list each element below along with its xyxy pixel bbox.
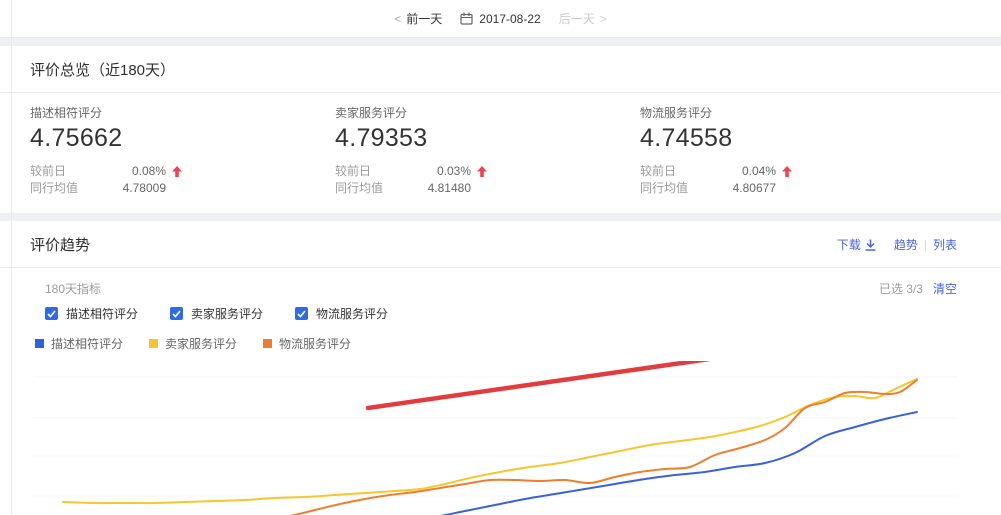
metrics-row: 描述相符评分 4.75662 较前日 0.08% 同行均值 4.78009 卖家… (0, 93, 1001, 213)
trend-controls: 180天指标 已选 3/3 清空 描述相符评分 卖家服务评分 (0, 268, 1001, 322)
metric-peer-row: 同行均值 4.78009 (30, 180, 335, 197)
peer-label: 同行均值 (30, 181, 79, 195)
trend-line-chart[interactable] (0, 341, 1001, 515)
chart-legend: 描述相符评分 卖家服务评分 物流服务评分 (35, 335, 1001, 352)
checkbox-label: 物流服务评分 (316, 307, 389, 321)
checkbox-item-service[interactable]: 卖家服务评分 (170, 305, 263, 322)
next-day-button[interactable]: 后一天 > (559, 10, 607, 27)
view-switch: 趋势 | 列表 (894, 236, 957, 253)
metric-card-logistics: 物流服务评分 4.74558 较前日 0.04% 同行均值 4.80677 (640, 105, 945, 197)
peer-label: 同行均值 (335, 181, 384, 195)
metric-vs-prev-row: 较前日 0.03% (335, 163, 640, 180)
metric-card-service: 卖家服务评分 4.79353 较前日 0.03% 同行均值 4.81480 (335, 105, 640, 197)
checkbox-checked-icon (45, 307, 58, 320)
legend-item-service[interactable]: 卖家服务评分 (149, 335, 237, 352)
checkbox-checked-icon (295, 307, 309, 320)
metric-label: 卖家服务评分 (335, 106, 408, 120)
metric-label: 物流服务评分 (640, 106, 713, 120)
vs-prev-label: 较前日 (30, 164, 67, 178)
download-label: 下载 (836, 238, 861, 252)
up-arrow-icon (477, 166, 487, 177)
series-line (289, 379, 918, 515)
vs-prev-value: 0.04% (741, 164, 776, 178)
checkbox-label: 描述相符评分 (66, 307, 139, 321)
clear-selection-button[interactable]: 清空 (932, 282, 957, 296)
checkbox-item-logistics[interactable]: 物流服务评分 (295, 305, 388, 322)
series-line (440, 411, 918, 515)
chevron-right-icon: > (599, 11, 607, 26)
current-date: 2017-08-22 (479, 11, 541, 26)
view-list-tab[interactable]: 列表 (932, 238, 957, 252)
trend-panel: 评价趋势 下载 趋势 | 列表 180天指标 (0, 221, 1001, 515)
peer-value: 4.78009 (122, 181, 166, 195)
up-arrow-icon (782, 166, 792, 177)
peer-value: 4.81480 (427, 181, 471, 195)
legend-label: 卖家服务评分 (165, 337, 238, 351)
prev-day-button[interactable]: < 前一天 (394, 10, 442, 27)
metric-value: 4.75662 (30, 124, 123, 152)
vs-prev-value: 0.03% (436, 164, 471, 178)
checkbox-checked-icon (170, 307, 184, 320)
checkbox-label: 卖家服务评分 (191, 307, 264, 321)
vs-prev-value: 0.08% (131, 164, 166, 178)
view-switch-separator: | (923, 237, 927, 252)
metric-label: 描述相符评分 (30, 106, 103, 120)
download-button[interactable]: 下载 (837, 236, 876, 253)
legend-swatch-blue (35, 339, 44, 348)
metric-vs-prev-row: 较前日 0.08% (30, 163, 335, 180)
selected-count: 已选 3/3 (878, 282, 923, 296)
metric-vs-prev-row: 较前日 0.04% (640, 163, 945, 180)
legend-label: 物流服务评分 (279, 337, 352, 351)
overview-panel-header: 评价总览（近180天） (0, 46, 1001, 93)
metric-value: 4.79353 (335, 124, 428, 152)
filter-label: 180天指标 (45, 282, 102, 296)
filter-header-row: 180天指标 已选 3/3 清空 (45, 280, 957, 297)
date-nav-bar: < 前一天 2017-08-22 后一天 > (0, 0, 1001, 38)
next-day-label: 后一天 (558, 12, 595, 26)
peer-value: 4.80677 (732, 181, 776, 195)
page-edge-divider (11, 0, 12, 515)
vs-prev-label: 较前日 (640, 164, 677, 178)
series-line (62, 378, 918, 505)
metric-value: 4.74558 (640, 124, 733, 152)
trend-chart-area (0, 341, 1001, 515)
legend-item-description[interactable]: 描述相符评分 (35, 335, 123, 352)
annotation-arrow (365, 346, 782, 411)
chevron-left-icon: < (394, 11, 402, 26)
metric-peer-row: 同行均值 4.80677 (640, 180, 945, 197)
legend-swatch-yellow (149, 339, 159, 348)
overview-title: 评价总览（近180天） (30, 62, 176, 79)
section-gap (0, 38, 1001, 46)
up-arrow-icon (172, 166, 182, 177)
legend-item-logistics[interactable]: 物流服务评分 (263, 335, 351, 352)
section-gap (0, 213, 1001, 221)
checkbox-item-description[interactable]: 描述相符评分 (45, 305, 138, 322)
vs-prev-label: 较前日 (335, 164, 372, 178)
trend-title: 评价趋势 (30, 237, 91, 254)
trend-panel-header: 评价趋势 下载 趋势 | 列表 (0, 221, 1001, 268)
legend-label: 描述相符评分 (51, 337, 124, 351)
peer-label: 同行均值 (640, 181, 689, 195)
overview-panel: 评价总览（近180天） 描述相符评分 4.75662 较前日 0.08% 同行均… (0, 46, 1001, 213)
checkbox-row: 描述相符评分 卖家服务评分 物流服务评分 (45, 305, 957, 322)
trend-header-links: 下载 趋势 | 列表 (837, 236, 957, 253)
metric-peer-row: 同行均值 4.81480 (335, 180, 640, 197)
view-trend-tab[interactable]: 趋势 (893, 238, 918, 252)
legend-swatch-orange (263, 339, 273, 348)
date-picker[interactable]: 2017-08-22 (460, 11, 541, 26)
prev-day-label: 前一天 (406, 12, 443, 26)
selection-status: 已选 3/3 清空 (879, 280, 957, 297)
download-icon (865, 239, 876, 251)
metric-card-description: 描述相符评分 4.75662 较前日 0.08% 同行均值 4.78009 (30, 105, 335, 197)
calendar-icon (460, 12, 473, 25)
